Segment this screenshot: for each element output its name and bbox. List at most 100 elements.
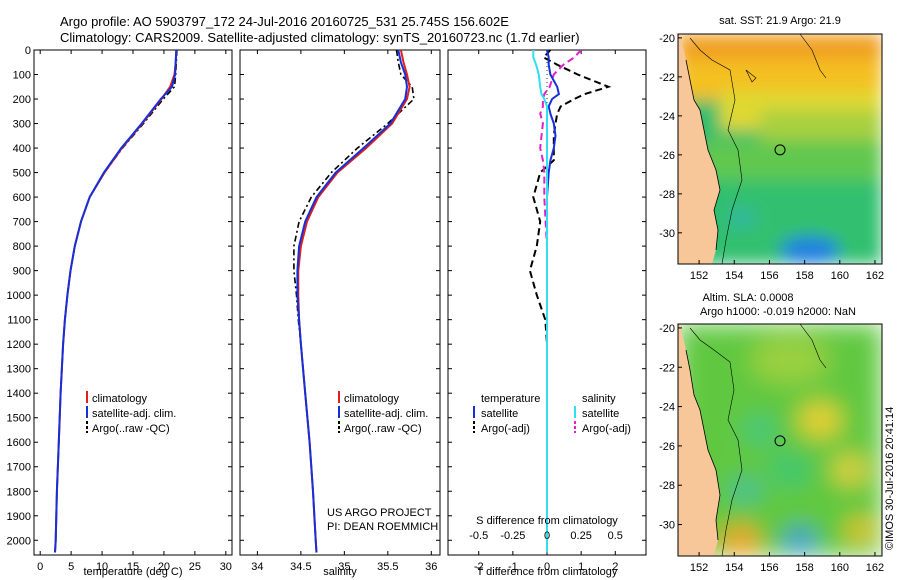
lon-tick-label: 162 (866, 270, 884, 282)
temperature-axes-frame (33, 49, 233, 556)
difference-y-ticks (448, 49, 646, 541)
x-tick-label: -2 (474, 561, 484, 573)
s-tick-label: 0.5 (608, 530, 623, 542)
legend-label-t-argo: Argo(-adj) (481, 423, 530, 435)
lon-tick-label: 158 (795, 562, 813, 574)
sla-map-panel: Altim. SLA: 0.0008 Argo h1000: -0.019 h2… (659, 292, 884, 574)
x-tick-label: 34.5 (290, 561, 311, 573)
lat-tick-label: -26 (659, 150, 675, 162)
sst-map-frame (677, 33, 883, 265)
sla-heatmap (678, 324, 882, 556)
x-tick-label: 0 (544, 561, 550, 573)
temperature-series (54, 50, 178, 553)
s-difference-label: S difference from climatology (476, 515, 618, 527)
legend-label-satellite: satellite-adj. clim. (344, 408, 428, 420)
s-tick-label: 0 (544, 530, 550, 542)
y-tick-label: 200 (13, 94, 31, 106)
sst-map-panel: sat. SST: 21.9 Argo: 21.9 152 154 156 158 16… (659, 15, 884, 282)
sst-map-title: sat. SST: 21.9 Argo: 21.9 (719, 15, 841, 27)
x-tick-label: 0 (37, 561, 43, 573)
sla-land (678, 324, 720, 556)
lon-tick-label: 156 (760, 270, 778, 282)
lat-tick-label: -28 (659, 189, 675, 201)
difference-panel: -2 -1 0 1 2 temperature salinity satellite A… (447, 49, 647, 578)
salinity-axes-frame (239, 49, 441, 556)
title-line-2: Climatology: CARS2009. Satellite-adjuste… (60, 30, 580, 45)
y-tick-label: 1200 (7, 339, 31, 351)
y-tick-label: 600 (13, 192, 31, 204)
legend-label-argo: Argo(..raw -QC) (92, 423, 170, 435)
sst-argo-location-marker (774, 144, 786, 156)
x-tick-label: 5 (68, 561, 74, 573)
difference-legend: temperature salinity satellite Argo(-adj… (473, 393, 631, 435)
s-tick-label: -0.25 (500, 530, 525, 542)
lon-tick-label: 154 (725, 562, 743, 574)
lat-tick-label: -22 (659, 362, 675, 374)
x-tick-label: 1 (578, 561, 584, 573)
legend-label-s-argo: Argo(-adj) (582, 423, 631, 435)
y-tick-label: 1900 (7, 511, 31, 523)
difference-series (528, 50, 612, 553)
sla-map-subtitle: Argo h1000: -0.019 h2000: NaN (700, 306, 856, 318)
lat-tick-label: -24 (659, 402, 675, 414)
y-tick-label: 300 (13, 119, 31, 131)
x-tick-label: 35 (338, 561, 350, 573)
salinity-panel: 34 34.5 35 35.5 36 salinity climatology sate… (239, 49, 441, 578)
lat-tick-label: -22 (659, 72, 675, 84)
lon-tick-label: 160 (831, 270, 849, 282)
lat-tick-label: -20 (659, 33, 675, 45)
x-tick-label: 2 (612, 561, 618, 573)
s-difference-ticks: -0.5 -0.25 0 0.25 0.5 (469, 530, 623, 542)
lon-tick-label: 152 (690, 270, 708, 282)
x-tick-label: 30 (220, 561, 232, 573)
salinity-series (293, 50, 415, 553)
lat-tick-label: -26 (659, 441, 675, 453)
legend-label-s-satellite: satellite (582, 408, 619, 420)
lon-tick-label: 162 (866, 562, 884, 574)
y-tick-label: 1300 (7, 364, 31, 376)
series-line-s-satellite (532, 50, 548, 553)
y-tick-label: 1100 (7, 315, 31, 327)
y-tick-label: 1700 (7, 462, 31, 474)
legend-label-t-satellite: satellite (481, 408, 518, 420)
sla-map-frame (677, 323, 883, 557)
x-tick-label: 25 (189, 561, 201, 573)
sst-heatmap (678, 34, 882, 264)
title-line-1: Argo profile: AO 5903797_172 24-Jul-2016… (60, 14, 509, 29)
lat-tick-label: -24 (659, 111, 675, 123)
sla-map-axes: 152 154 156 158 160 162 -20 -22 -24 -26 -28 -30 (659, 323, 884, 574)
sla-map-title: Altim. SLA: 0.0008 (702, 292, 793, 304)
lat-tick-label: -20 (659, 323, 675, 335)
lat-tick-label: -30 (659, 228, 675, 240)
y-tick-label: 1800 (7, 486, 31, 498)
legend-salinity-header: salinity (582, 393, 616, 405)
y-tick-label: 2000 (7, 535, 31, 547)
x-tick-label: 36 (425, 561, 437, 573)
legend-label-argo: Argo(..raw -QC) (344, 423, 422, 435)
s-tick-label: -0.5 (469, 530, 488, 542)
x-tick-label: -1 (508, 561, 518, 573)
sst-map-axes: 152 154 156 158 160 162 -20 -22 -24 -26 -28 -30 (659, 33, 884, 282)
x-tick-label: 34 (251, 561, 263, 573)
lon-tick-label: 160 (831, 562, 849, 574)
y-tick-label: 700 (13, 217, 31, 229)
depth-axis: 0 100 200 300 400 500 600 700 800 900 1000 1100 1200… (7, 45, 232, 547)
imos-credit: ©IMOS 30-Jul-2016 20:41:14 (884, 407, 896, 550)
y-tick-label: 0 (25, 45, 31, 57)
salinity-y-ticks (240, 49, 440, 541)
lon-tick-label: 154 (725, 270, 743, 282)
x-tick-label: 35.5 (377, 561, 398, 573)
y-tick-label: 900 (13, 266, 31, 278)
y-tick-label: 800 (13, 241, 31, 253)
project-annotation: US ARGO PROJECT (327, 507, 432, 519)
x-tick-label: 20 (158, 561, 170, 573)
temperature-x-axis: 0 5 10 15 20 25 30 (37, 50, 232, 573)
y-tick-label: 500 (13, 168, 31, 180)
legend-label-climatology: climatology (92, 393, 148, 405)
y-tick-label: 1400 (7, 388, 31, 400)
lon-tick-label: 156 (760, 562, 778, 574)
pi-annotation: PI: DEAN ROEMMICH (327, 521, 438, 533)
temperature-panel: 0100200300400500600700800900100011001200… (7, 45, 233, 578)
difference-x-axis: -2 -1 0 1 2 (474, 50, 618, 573)
legend-label-climatology: climatology (344, 393, 400, 405)
